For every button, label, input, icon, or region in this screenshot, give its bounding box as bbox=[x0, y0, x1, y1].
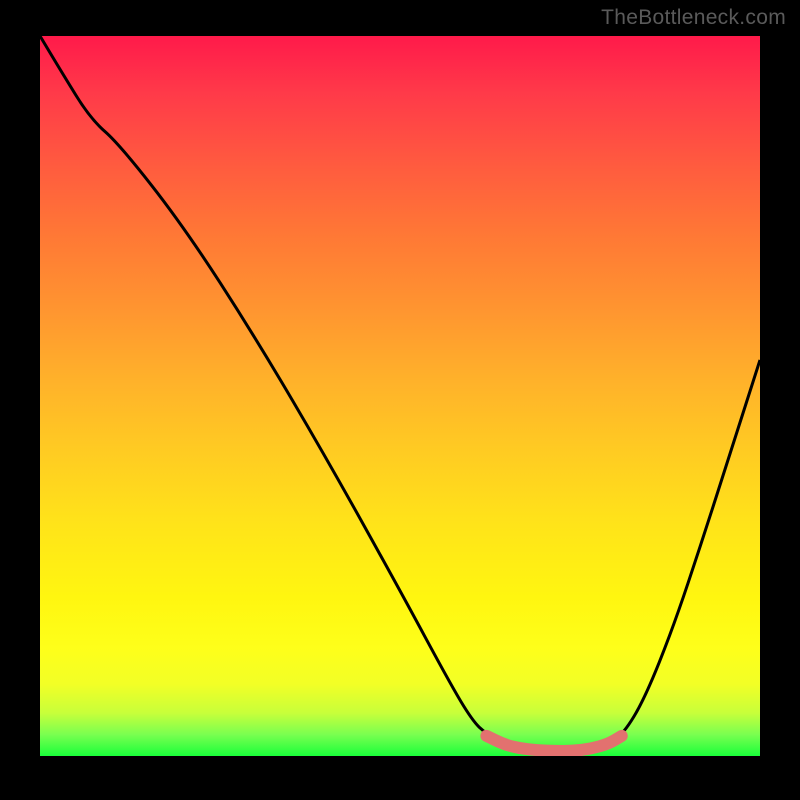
optimal-zone-highlight bbox=[486, 736, 621, 751]
watermark: TheBottleneck.com bbox=[601, 6, 786, 30]
curve-svg bbox=[40, 36, 760, 756]
bottleneck-curve bbox=[40, 36, 760, 751]
